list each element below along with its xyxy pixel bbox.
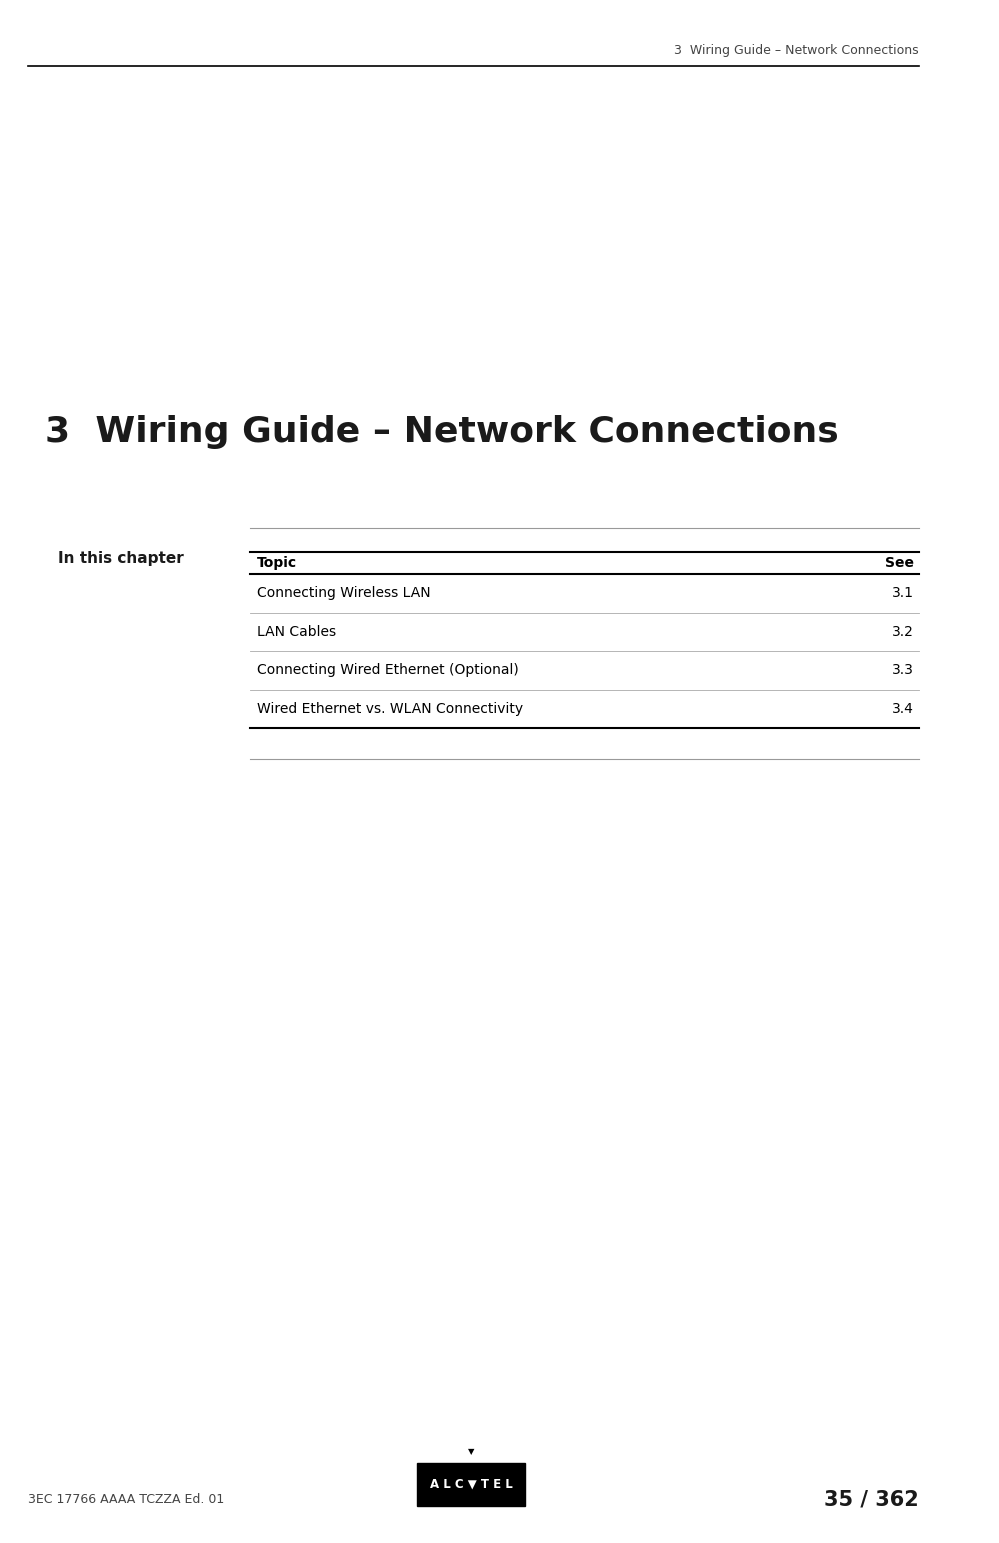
Text: Topic: Topic: [258, 555, 298, 571]
Text: 3.3: 3.3: [892, 663, 914, 677]
FancyBboxPatch shape: [417, 1463, 525, 1506]
Text: 3  Wiring Guide – Network Connections: 3 Wiring Guide – Network Connections: [674, 45, 919, 57]
Text: 3.4: 3.4: [892, 702, 914, 716]
Text: LAN Cables: LAN Cables: [258, 625, 337, 639]
Text: A L C ▼ T E L: A L C ▼ T E L: [430, 1478, 512, 1491]
Text: 3.2: 3.2: [892, 625, 914, 639]
Text: 3  Wiring Guide – Network Connections: 3 Wiring Guide – Network Connections: [45, 415, 839, 449]
Text: ▼: ▼: [468, 1447, 475, 1457]
Text: Wired Ethernet vs. WLAN Connectivity: Wired Ethernet vs. WLAN Connectivity: [258, 702, 523, 716]
Text: 3.1: 3.1: [892, 586, 914, 600]
Text: 35 / 362: 35 / 362: [824, 1491, 919, 1509]
Text: Connecting Wireless LAN: Connecting Wireless LAN: [258, 586, 431, 600]
Text: 3EC 17766 AAAA TCZZA Ed. 01: 3EC 17766 AAAA TCZZA Ed. 01: [28, 1494, 225, 1506]
Text: Connecting Wired Ethernet (Optional): Connecting Wired Ethernet (Optional): [258, 663, 519, 677]
Text: See: See: [885, 555, 914, 571]
Text: In this chapter: In this chapter: [58, 551, 184, 566]
